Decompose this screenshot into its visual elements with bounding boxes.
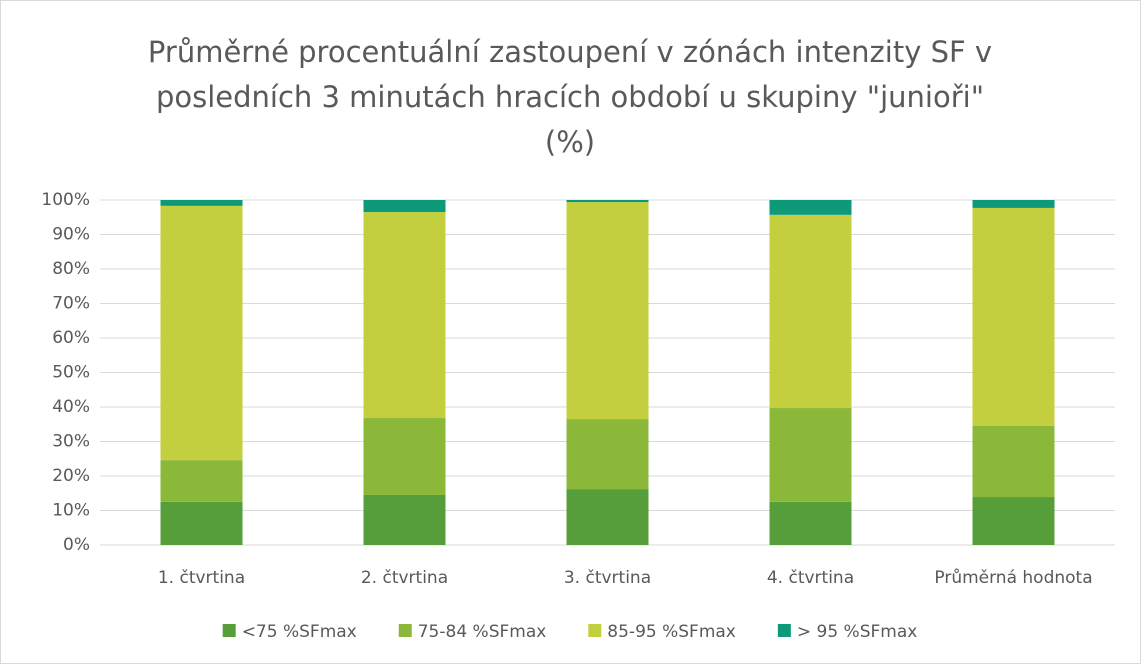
legend-swatch: [398, 624, 412, 637]
legend-swatch: [222, 624, 236, 637]
y-tick-label: 20%: [52, 466, 90, 486]
bar-segment: [769, 214, 852, 409]
y-tick-label: 70%: [52, 294, 90, 314]
bar-segment: [972, 200, 1055, 208]
bar-segment: [769, 200, 852, 215]
bar-segment: [566, 489, 649, 545]
bar-segment: [972, 207, 1055, 426]
bar-segment: [160, 501, 243, 545]
y-tick-label: 60%: [52, 328, 90, 348]
y-tick-label: 50%: [52, 363, 90, 383]
x-tick-label: 1. čtvrtina: [158, 568, 245, 588]
bar-segment: [160, 460, 243, 502]
bar-segment: [566, 419, 649, 490]
y-tick-label: 10%: [52, 501, 90, 521]
bar-segment: [769, 501, 852, 545]
legend-label: > 95 %SFmax: [797, 622, 917, 642]
chart-title: Průměrné procentuální zastoupení v zónác…: [147, 35, 993, 159]
legend-label: 75-84 %SFmax: [418, 622, 547, 642]
legend-swatch: [777, 624, 791, 637]
bar-segment: [160, 200, 243, 206]
x-tick-label: 2. čtvrtina: [361, 568, 448, 588]
y-tick-label: 80%: [52, 259, 90, 279]
x-tick-label: 3. čtvrtina: [564, 568, 651, 588]
y-tick-label: 90%: [52, 225, 90, 245]
bar-segment: [972, 497, 1055, 545]
bar-segment: [363, 418, 446, 495]
legend-label: <75 %SFmax: [242, 622, 357, 642]
bar-segment: [972, 425, 1055, 498]
x-tick-label: Průměrná hodnota: [934, 568, 1092, 588]
bar-segment: [566, 202, 649, 420]
y-tick-label: 0%: [63, 535, 90, 555]
y-tick-label: 40%: [52, 397, 90, 417]
bar-segment: [160, 205, 243, 461]
bar-segment: [769, 408, 852, 502]
legend-swatch: [588, 624, 602, 637]
bar-segment: [363, 212, 446, 419]
legend: <75 %SFmax 75-84 %SFmax 85-95 %SFmax > 95 %…: [222, 622, 917, 642]
bar-segment: [363, 494, 446, 545]
x-tick-label: 4. čtvrtina: [767, 568, 854, 588]
y-tick-label: 100%: [41, 190, 90, 210]
y-tick-label: 30%: [52, 432, 90, 452]
bar-segment: [363, 200, 446, 213]
bar-segment: [566, 200, 649, 203]
legend-label: 85-95 %SFmax: [607, 622, 736, 642]
